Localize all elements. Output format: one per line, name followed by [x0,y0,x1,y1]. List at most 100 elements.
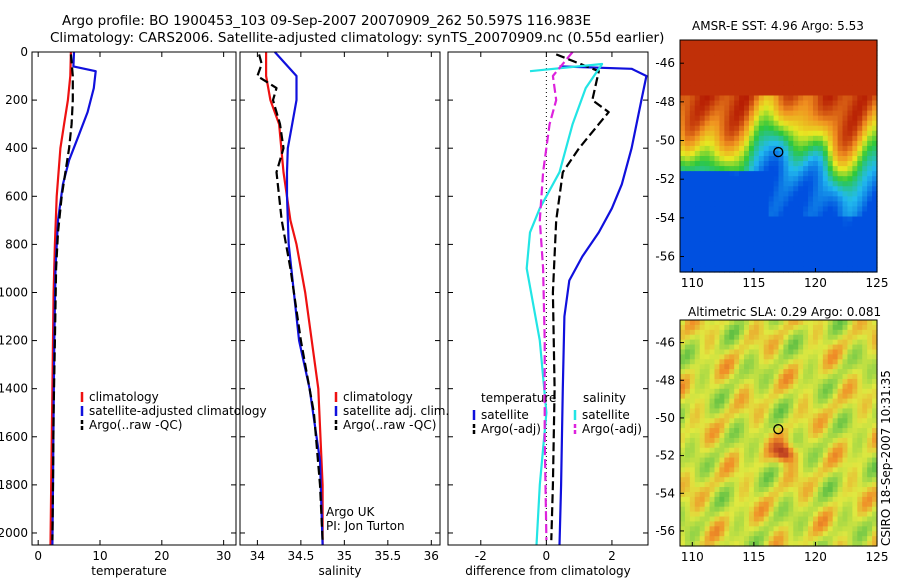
heatmap-cell [739,452,745,459]
heatmap-cell [724,467,730,473]
heatmap-cell [852,261,858,268]
heatmap-cell [847,408,853,414]
heatmap-cell [812,105,819,112]
heatmap-cell [680,216,686,223]
heatmap-cell [773,511,780,518]
heatmap-cell [768,408,775,414]
heatmap-cell [699,181,706,187]
heatmap-cell [827,45,834,51]
heatmap-cell [837,467,844,473]
heatmap-cell [719,457,725,464]
heatmap-cell [778,150,785,157]
heatmap-cell [793,526,799,532]
heatmap-cell [763,516,770,523]
heatmap-cell [729,447,735,454]
heatmap-cell [793,105,799,112]
heatmap-cell [724,50,730,56]
heatmap-cell [729,105,735,112]
heatmap-cell [739,442,745,449]
heatmap-cell [857,130,863,137]
heatmap-cell [763,320,770,326]
heatmap-cell [744,374,750,380]
heatmap-cell [753,191,760,197]
heatmap-cell [744,452,750,459]
heatmap-cell [783,521,789,527]
heatmap-cell [768,181,775,187]
heatmap-cell [798,482,804,488]
heatmap-cell [734,477,740,483]
heatmap-cell [744,383,750,390]
heatmap-cell [817,442,824,449]
heatmap-cell [699,378,706,385]
heatmap-cell [729,191,735,197]
heatmap-cell [714,428,720,434]
heatmap-cell [704,477,711,483]
heatmap-cell [788,324,794,331]
heatmap-cell [798,246,804,253]
heatmap-cell [744,176,750,182]
heatmap-cell [684,100,691,107]
heatmap-cell [827,447,834,454]
heatmap-cell [803,130,809,137]
heatmap-cell [699,491,706,498]
heatmap-cell [808,115,814,122]
heatmap-cell [758,501,765,508]
heatmap-cell [862,482,868,488]
sst-map-title: AMSR-E SST: 4.96 Argo: 5.53 [692,19,864,33]
heatmap-cell [773,261,780,268]
heatmap-cell [817,80,824,86]
heatmap-cell [744,130,750,137]
heatmap-cell [862,369,868,375]
heatmap-cell [768,246,775,253]
heatmap-cell [724,477,730,483]
heatmap-cell [684,403,691,410]
heatmap-cell [862,40,868,46]
heatmap-cell [872,186,878,192]
heatmap-cell [709,45,716,51]
heatmap-cell [724,45,730,51]
heatmap-cell [778,166,785,172]
heatmap-cell [753,166,760,172]
heatmap-cell [827,130,834,137]
heatmap-cell [857,462,863,468]
heatmap-cell [872,80,878,86]
heatmap-cell [872,246,878,253]
heatmap-cell [808,40,814,46]
heatmap-cell [763,359,770,365]
heatmap-cell [783,413,789,419]
heatmap-cell [758,374,765,380]
heatmap-cell [768,378,775,385]
heatmap-cell [778,433,785,439]
heatmap-cell [872,413,878,419]
heatmap-cell [817,130,824,137]
heatmap-cell [714,216,720,223]
heatmap-cell [680,201,686,208]
heatmap-cell [852,324,858,331]
heatmap-cell [857,369,863,375]
heatmap-cell [758,211,765,218]
heatmap-cell [822,110,829,117]
heatmap-cell [862,85,868,92]
heatmap-cell [817,452,824,459]
heatmap-cell [744,393,750,400]
heatmap-cell [689,452,696,459]
heatmap-cell [867,541,873,547]
heatmap-cell [753,482,760,488]
heatmap-cell [872,236,878,243]
heatmap-cell [862,393,868,400]
heatmap-cell [798,472,804,478]
heatmap-cell [714,437,720,444]
heatmap-cell [847,156,853,162]
heatmap-cell [684,433,691,439]
heatmap-cell [837,135,844,142]
heatmap-cell [847,150,853,157]
heatmap-cell [822,349,829,355]
heatmap-cell [719,85,725,92]
heatmap-cell [842,462,849,468]
heatmap-cell [872,120,878,127]
heatmap-cell [694,191,701,197]
heatmap-cell [694,110,701,117]
heatmap-cell [748,130,755,137]
heatmap-cell [803,369,809,375]
heatmap-cell [793,171,799,177]
